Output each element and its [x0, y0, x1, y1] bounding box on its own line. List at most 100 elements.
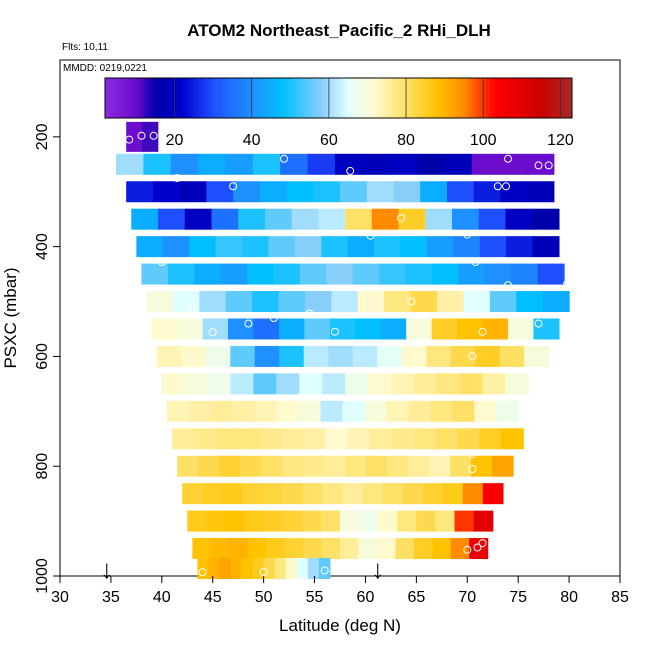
colorbar-segment	[525, 78, 530, 118]
heatmap-cell	[473, 510, 494, 532]
heatmap-cell	[259, 428, 283, 450]
heatmap-cell	[366, 181, 395, 203]
heatmap-cell	[378, 510, 398, 532]
observation-point	[280, 154, 288, 163]
heatmap-cell	[499, 345, 525, 367]
colorbar-segment	[544, 78, 550, 118]
heatmap-cell	[446, 181, 475, 203]
heatmap-cell	[457, 428, 480, 450]
heatmap-cell	[268, 236, 296, 258]
colorbar-segment	[459, 78, 464, 118]
heatmap-cell	[202, 483, 223, 505]
heatmap-cell	[240, 455, 262, 477]
heatmap-cell	[347, 428, 371, 450]
heatmap-cell	[263, 510, 284, 532]
heatmap-cell	[126, 121, 143, 152]
observation-point	[534, 161, 543, 170]
colorbar-segment	[159, 78, 164, 118]
colorbar-segment	[140, 78, 145, 118]
colorbar-segment	[509, 78, 515, 118]
flight-markers: ↓ ↓	[100, 554, 384, 584]
colorbar-segment	[396, 78, 402, 118]
heatmap-cell	[371, 208, 400, 230]
heatmap-cell	[506, 236, 534, 258]
colorbar-segment	[229, 78, 234, 118]
heatmap-cell	[359, 510, 379, 532]
heatmap-cell	[146, 291, 174, 313]
colorbar-segment	[346, 78, 351, 118]
colorbar-segment	[501, 78, 507, 118]
heatmap-cell	[426, 345, 452, 367]
colorbar-segment	[494, 78, 499, 118]
colorbar-segment	[334, 78, 339, 118]
heatmap-cell	[177, 455, 199, 477]
flights-note: Flts: 10,11	[62, 42, 108, 53]
heatmap-cell	[320, 510, 341, 532]
colorbar-segment	[338, 78, 343, 118]
heatmap-cell	[386, 400, 409, 422]
heatmap-cell	[170, 153, 199, 175]
heatmap-cell	[242, 483, 263, 505]
observation-point	[173, 174, 182, 182]
colorbar-segment	[303, 78, 308, 118]
colorbar-segment	[311, 78, 316, 118]
heatmap-cell	[206, 181, 234, 203]
heatmap-cell	[210, 538, 230, 560]
plot-frame	[59, 59, 621, 577]
observation-points	[125, 131, 572, 577]
colorbar-segment	[466, 78, 472, 118]
heatmap-cell	[429, 455, 451, 477]
heatmap-cell	[281, 428, 305, 450]
colorbar-segment	[143, 78, 149, 118]
heatmap-cell	[362, 483, 384, 505]
heatmap-cell	[321, 538, 341, 560]
colorbar-segment	[416, 78, 421, 118]
y-axis: 200 400 600 800 1000	[34, 123, 60, 594]
heatmap-cell	[516, 291, 544, 313]
observation-point	[471, 258, 480, 266]
observation-point	[407, 297, 416, 306]
heatmap-cell	[219, 558, 232, 580]
heatmap-cell	[211, 208, 239, 230]
heatmap-cell	[198, 455, 220, 477]
x-tick-label: 55	[306, 589, 324, 606]
observation-point	[534, 319, 543, 328]
heatmap-cell	[305, 291, 333, 313]
heatmap-cell	[177, 318, 204, 340]
heatmap-cell	[450, 538, 470, 560]
heatmap-cell	[207, 373, 232, 395]
heatmap-cell	[474, 400, 497, 422]
heatmap-cell	[131, 208, 159, 230]
colorbar-segment	[564, 78, 569, 118]
colorbar-segment	[198, 78, 203, 118]
heatmap-cell	[417, 153, 445, 175]
colorbar-segment	[241, 78, 246, 118]
observation-point	[563, 280, 572, 288]
colorbar-segment	[163, 78, 168, 118]
colorbar-segment	[342, 78, 347, 118]
heatmap-cell	[273, 263, 301, 285]
colorbar-segment	[435, 78, 441, 118]
observation-point	[493, 182, 502, 191]
heatmap-cell	[215, 236, 243, 258]
heatmap-cell	[301, 510, 322, 532]
heatmap-cell	[282, 483, 304, 505]
heatmap-cell	[247, 538, 267, 560]
colorbar-segment	[217, 78, 223, 118]
heatmap-cell	[303, 455, 325, 477]
heatmap-cell	[184, 373, 209, 395]
heatmap-cell	[126, 181, 154, 203]
heatmap-cell	[232, 400, 256, 422]
heatmap-cell	[413, 428, 437, 450]
colorbar-segment	[237, 78, 242, 118]
heatmap-cell	[167, 263, 195, 285]
heatmap-cell	[511, 263, 539, 285]
heatmap-cell	[473, 181, 501, 203]
observation-point	[397, 214, 406, 223]
heatmap-cell	[355, 318, 382, 340]
heatmap-cell	[141, 263, 169, 285]
observation-point	[366, 231, 375, 240]
heatmap-cell	[364, 400, 388, 422]
y-tick-label: 400	[34, 233, 51, 260]
colorbar-segment	[221, 78, 227, 118]
